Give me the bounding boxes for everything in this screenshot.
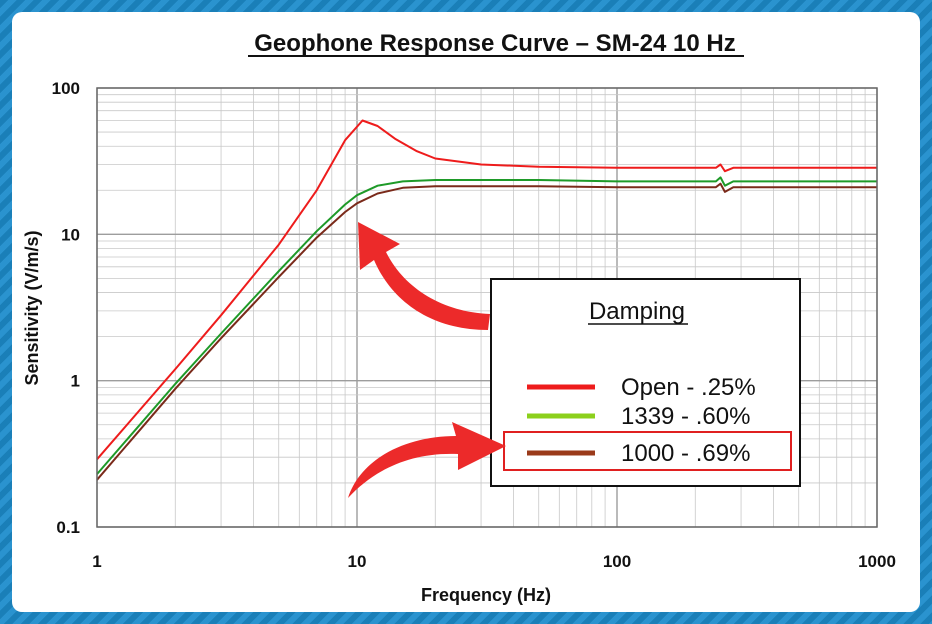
- x-tick-label: 100: [603, 552, 631, 571]
- legend-label-3: 1000 - .69%: [621, 440, 750, 467]
- y-axis-label: Sensitivity (V/m/s): [22, 230, 42, 385]
- legend-entries: Open - .25%1339 - .60% 1000 - .69%: [527, 374, 756, 467]
- legend-label-1: Open - .25%: [621, 374, 756, 401]
- y-tick-label: 10: [61, 225, 80, 244]
- y-tick-label: 100: [52, 79, 80, 98]
- tick-labels: 1 10 100 1000 0.1 1 10 100: [52, 79, 896, 571]
- curves: [96, 119, 877, 481]
- chart-title: Geophone Response Curve – SM-24 10 Hz: [254, 30, 735, 57]
- y-tick-label: 0.1: [56, 518, 80, 537]
- series-line-2: [96, 176, 877, 475]
- legend-arrow: [348, 422, 506, 498]
- y-tick-label: 1: [71, 372, 80, 391]
- knee-arrow: [358, 222, 490, 330]
- series-line-3: [96, 182, 877, 481]
- legend-highlight-box: [503, 431, 792, 471]
- plot-frame: [96, 87, 878, 528]
- series-line-1: [96, 119, 877, 460]
- x-tick-label: 10: [348, 552, 367, 571]
- legend-title: Damping: [589, 298, 685, 325]
- x-axis-label: Frequency (Hz): [421, 585, 551, 605]
- legend-label-2: 1339 - .60%: [621, 403, 750, 430]
- x-tick-label: 1000: [858, 552, 896, 571]
- x-tick-label: 1: [92, 552, 101, 571]
- legend: Damping Open - .25%1339 - .60% 1000 - .69…: [490, 278, 801, 487]
